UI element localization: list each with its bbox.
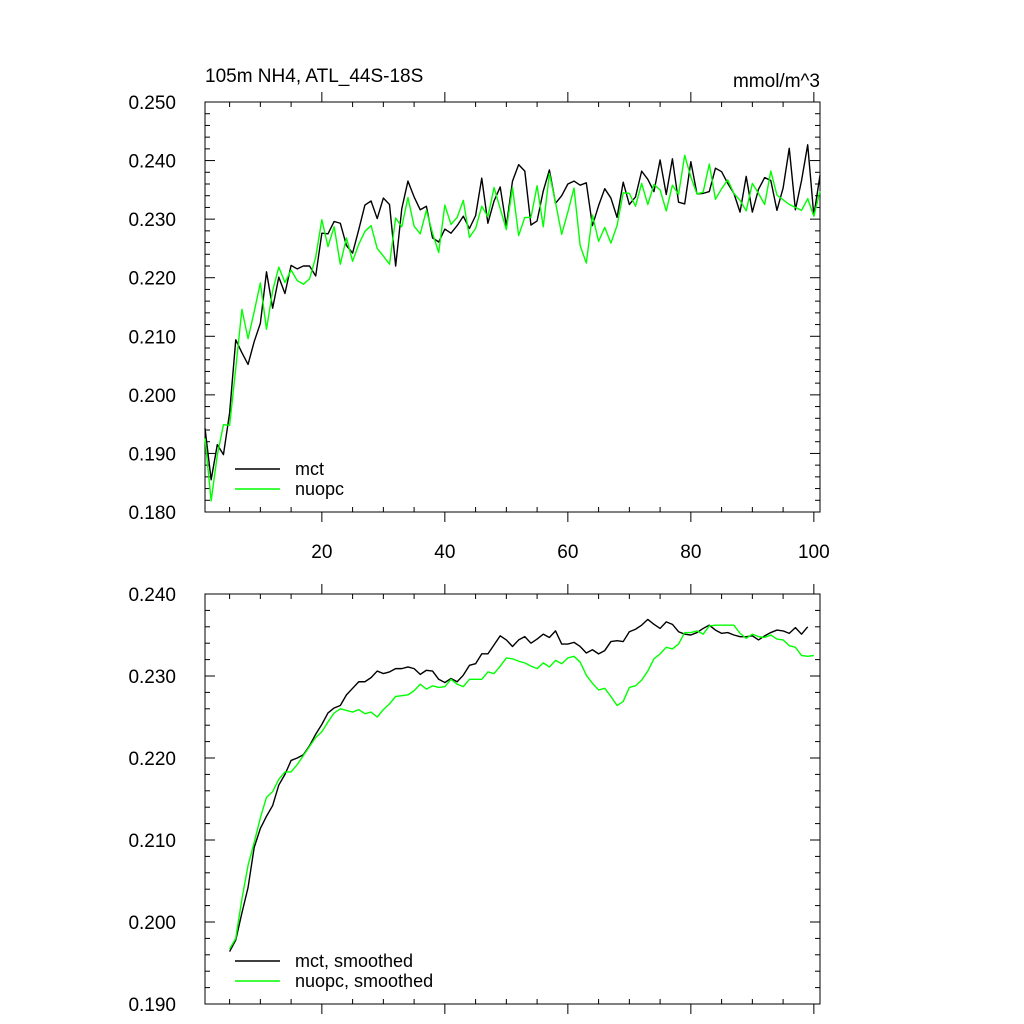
chart-top-series-mct-line (204, 144, 821, 481)
chart-top-y-tick-label: 0.180 (128, 503, 176, 524)
chart-bottom: 0.190 0.200 0.210 0.220 0.230 0.240 mct, smoot… (128, 584, 821, 1016)
chart-bottom-legend-label: mct, smoothed (295, 951, 413, 971)
chart-bottom-y-tick-label: 0.200 (128, 913, 176, 934)
chart-top-units: mmol/m^3 (733, 71, 820, 92)
chart-top-y-tick-label: 0.190 (128, 444, 176, 465)
chart-bottom-plot-frame (204, 593, 821, 1005)
chart-top-legend-label: nuopc (295, 479, 344, 499)
chart-top-title: 105m NH4, ATL_44S-18S (205, 66, 423, 87)
chart-top: 105m NH4, ATL_44S-18S mmol/m^3 20 40 60 80 1… (128, 66, 829, 563)
chart-bottom-y-tick-label: 0.240 (128, 585, 176, 606)
chart-top-y-tick-label: 0.240 (128, 152, 176, 173)
chart-top-y-tick-label: 0.230 (128, 210, 176, 231)
chart-top-x-tick-label: 20 (311, 542, 332, 563)
chart-bottom-y-tick-label: 0.210 (128, 831, 176, 852)
chart-bottom-series-nuopc-smoothed-line (228, 624, 814, 950)
chart-top-x-tick-label: 80 (680, 542, 701, 563)
chart-top-y-tick-label: 0.210 (128, 327, 176, 348)
chart-top-legend-label: mct (295, 459, 324, 479)
chart-top-x-tick-label: 40 (434, 542, 455, 563)
chart-top-series-nuopc-line (204, 154, 821, 502)
chart-bottom-series-mct-smoothed-line (228, 618, 809, 952)
chart-top-y-tick-label: 0.250 (128, 93, 176, 114)
chart-bottom-y-tick-label: 0.220 (128, 749, 176, 770)
chart-bottom-y-tick-label: 0.190 (128, 995, 176, 1016)
chart-top-x-tick-label: 60 (557, 542, 578, 563)
chart-top-y-tick-label: 0.220 (128, 269, 176, 290)
chart-top-y-tick-label: 0.200 (128, 386, 176, 407)
chart-bottom-legend-label: nuopc, smoothed (295, 971, 433, 991)
chart-bottom-y-tick-label: 0.230 (128, 667, 176, 688)
chart-top-plot-frame (204, 101, 821, 513)
chart-top-x-tick-label: 100 (798, 542, 830, 563)
